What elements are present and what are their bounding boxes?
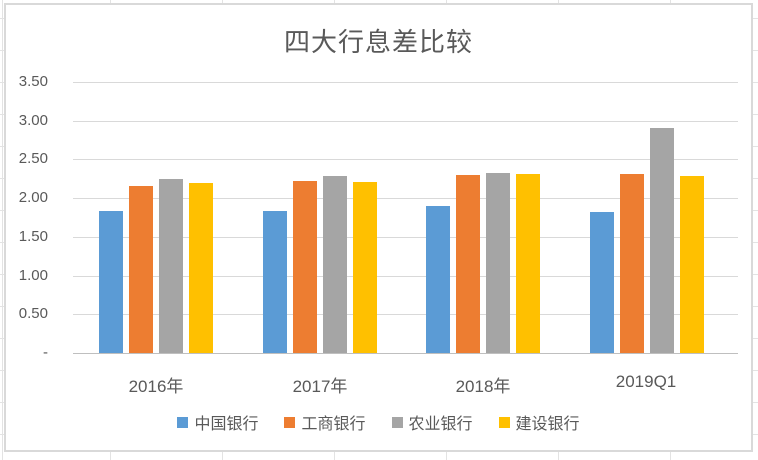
bar-建设银行-2019Q1[interactable]	[680, 175, 704, 353]
bar-工商银行-2018年[interactable]	[456, 174, 480, 353]
bar-中国银行-2019Q1[interactable]	[590, 212, 614, 353]
x-axis-category-label: 2018年	[455, 377, 511, 396]
plot-gridline	[73, 314, 738, 316]
bar-建设银行-2016年[interactable]	[189, 182, 213, 353]
bar-农业银行-2018年[interactable]	[486, 172, 510, 353]
bar-农业银行-2019Q1[interactable]	[650, 127, 674, 353]
legend-item-农业银行[interactable]: 农业银行	[391, 410, 473, 434]
legend-label: 建设银行	[515, 416, 580, 433]
y-axis-tick-label: 1.00	[18, 266, 48, 284]
bar-中国银行-2016年[interactable]	[99, 211, 123, 353]
sheet-gridline	[2, 0, 3, 460]
chart-title[interactable]: 四大行息差比较	[283, 27, 473, 57]
bar-建设银行-2017年[interactable]	[353, 181, 377, 353]
bar-农业银行-2017年[interactable]	[323, 176, 347, 353]
y-axis-tick-label: 2.00	[18, 189, 48, 207]
plot-gridline	[73, 82, 738, 83]
plot-gridline	[73, 159, 738, 161]
legend-label: 中国银行	[194, 416, 259, 433]
plot-gridline	[73, 198, 738, 200]
legend-item-中国银行[interactable]: 中国银行	[177, 410, 258, 434]
x-axis-line	[73, 353, 738, 354]
bar-农业银行-2016年[interactable]	[159, 178, 183, 353]
bar-工商银行-2017年[interactable]	[293, 181, 317, 353]
y-axis-tick-label: 3.00	[18, 111, 48, 129]
plot-gridline	[73, 120, 738, 122]
y-axis-tick-label: 3.50	[18, 73, 48, 90]
bar-工商银行-2016年[interactable]	[129, 185, 153, 353]
y-axis-tick-label: 1.50	[18, 227, 48, 245]
legend[interactable]: 中国银行 工商银行 农业银行 建设银行	[6, 410, 751, 434]
legend-swatch-icon	[391, 416, 403, 428]
legend-label: 农业银行	[408, 416, 473, 433]
bar-建设银行-2018年[interactable]	[516, 174, 540, 353]
y-axis-tick-label: 0.50	[18, 305, 48, 323]
bar-中国银行-2018年[interactable]	[426, 205, 450, 353]
bar-中国银行-2017年[interactable]	[263, 210, 287, 353]
legend-item-工商银行[interactable]: 工商银行	[284, 410, 366, 434]
x-axis-category-label: 2019Q1	[615, 372, 677, 391]
legend-swatch-icon	[177, 416, 189, 428]
plot-gridline	[73, 236, 738, 238]
plot-gridline	[73, 275, 738, 277]
legend-item-建设银行[interactable]: 建设银行	[498, 410, 580, 434]
legend-swatch-icon	[284, 416, 296, 428]
legend-swatch-icon	[498, 416, 510, 428]
chart-object[interactable]: 四大行息差比较 中国银行 工商银行 农业银行 建设银行 3.50 3.00 2.50 2.0…	[4, 3, 753, 452]
x-axis-category-label: 2017年	[292, 377, 348, 396]
bar-工商银行-2019Q1[interactable]	[620, 174, 644, 353]
y-axis-tick-label: 2.50	[18, 150, 48, 168]
x-axis-category-label: 2016年	[128, 377, 184, 396]
y-axis-tick-label: -	[43, 344, 48, 361]
legend-label: 工商银行	[301, 416, 366, 433]
